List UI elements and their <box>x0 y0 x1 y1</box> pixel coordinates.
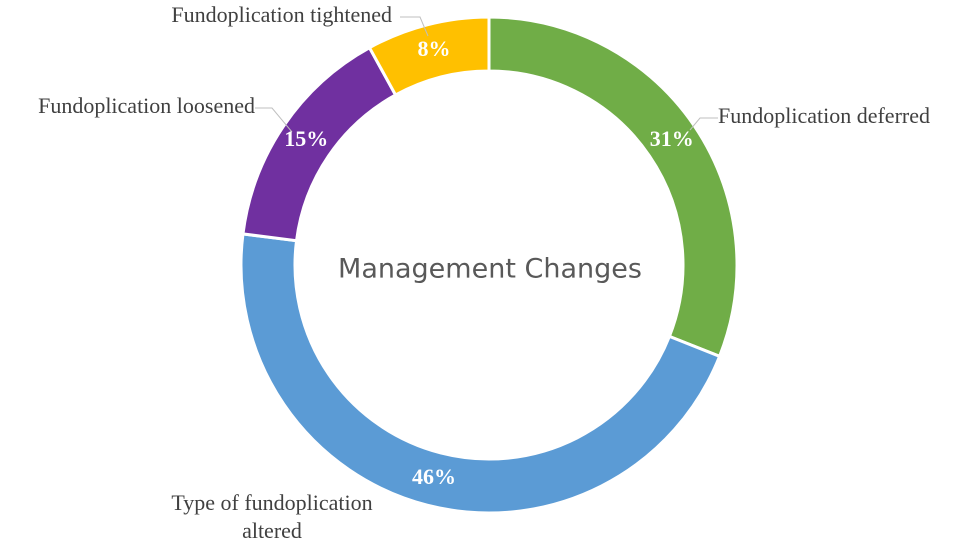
donut-slice-4 <box>367 15 491 98</box>
slice-category-label: Fundoplication deferred <box>718 103 930 128</box>
leader-line <box>689 117 718 131</box>
center-label: Management Changes <box>338 254 642 285</box>
donut-slice-1 <box>487 15 739 359</box>
slice-category-label: Fundoplication loosened <box>38 93 255 118</box>
leader-line <box>400 16 429 37</box>
slice-category-label: Type of fundoplication altered <box>171 490 372 543</box>
leader-line <box>255 107 293 133</box>
slice-pct-label: 46% <box>412 464 456 489</box>
slice-category-label: Fundoplication tightened <box>171 2 392 27</box>
slice-pct-label: 8% <box>418 36 451 61</box>
donut-slice-2 <box>239 232 722 515</box>
slice-pct-label: 15% <box>284 126 328 151</box>
slice-pct-label: 31% <box>650 126 694 151</box>
